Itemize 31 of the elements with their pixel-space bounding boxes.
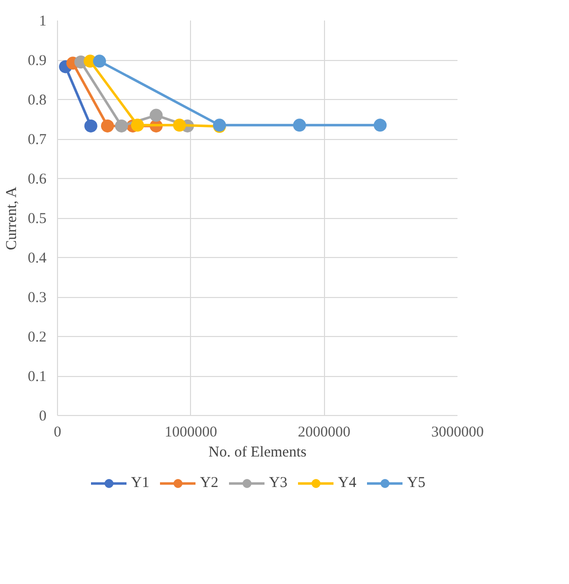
point (93, 54, 106, 68)
point (150, 108, 163, 122)
point (173, 118, 186, 132)
y-tick-label: 0.3 (28, 290, 46, 306)
point (84, 119, 98, 132)
x-tick-label: 0 (54, 424, 62, 440)
legend-label: Y3 (269, 474, 288, 492)
point (101, 119, 114, 132)
y-tick-label: 0.2 (28, 330, 46, 346)
x-axis-title: No. of Elements (208, 444, 307, 460)
legend-label: Y1 (131, 474, 150, 492)
y-tick-label: 0.4 (28, 250, 47, 266)
point (131, 118, 144, 132)
y-tick-label: 0.8 (28, 92, 46, 108)
y-tick-label: 0 (39, 408, 46, 424)
legend-label: Y5 (407, 474, 426, 492)
y-tick-label: 0.7 (28, 132, 47, 148)
y-tick-label: 0.9 (28, 53, 46, 69)
y-tick-label: 0.1 (28, 369, 46, 385)
legend-label: Y4 (338, 474, 358, 492)
point (293, 118, 306, 132)
x-tick-label: 1000000 (164, 424, 218, 440)
point (115, 119, 128, 132)
legend-label: Y2 (200, 474, 220, 492)
x-tick-label: 3000000 (431, 424, 484, 440)
x-tick-label: 2000000 (298, 424, 350, 440)
y-tick-label: 0.5 (28, 211, 46, 227)
y-tick-label: 0.6 (28, 172, 47, 188)
point (374, 118, 387, 132)
y-axis-title: Current, A (4, 186, 20, 250)
y-tick-label: 1 (39, 14, 46, 30)
